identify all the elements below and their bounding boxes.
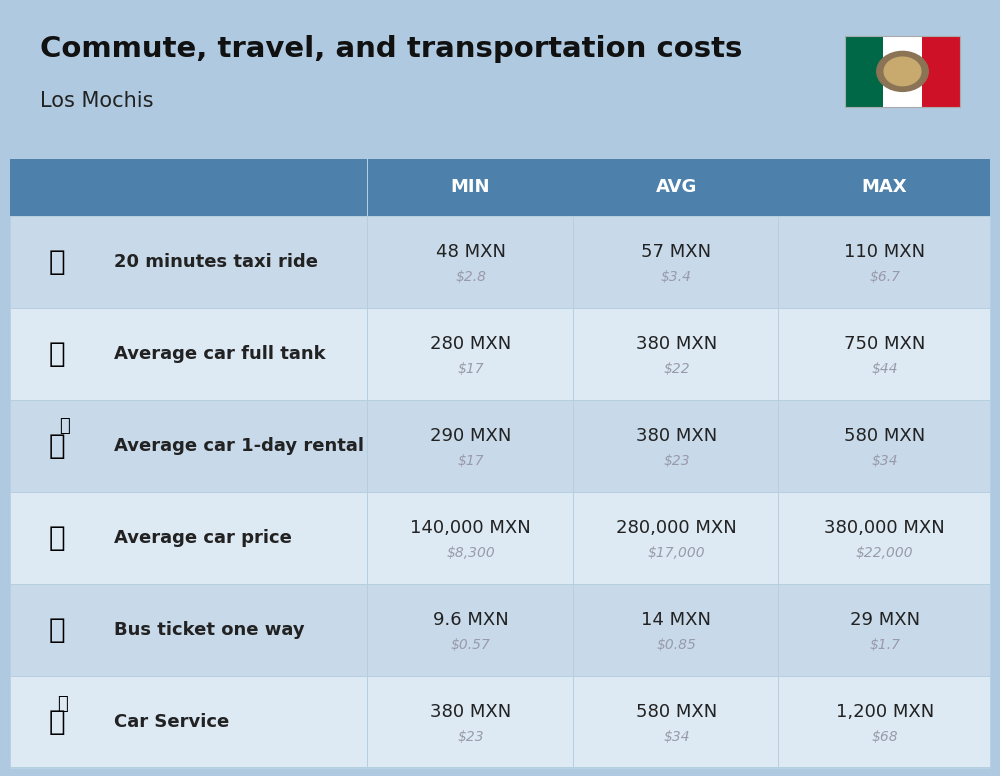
Text: 57 MXN: 57 MXN [641, 243, 711, 261]
Text: Average car 1-day rental: Average car 1-day rental [114, 437, 364, 455]
Text: $34: $34 [871, 454, 898, 468]
Text: 580 MXN: 580 MXN [636, 703, 717, 721]
Text: 280,000 MXN: 280,000 MXN [616, 519, 737, 537]
Text: $1.7: $1.7 [869, 638, 900, 652]
Text: $34: $34 [663, 730, 690, 744]
Text: 380 MXN: 380 MXN [636, 334, 717, 353]
Text: 29 MXN: 29 MXN [850, 611, 920, 629]
Text: 750 MXN: 750 MXN [844, 334, 925, 353]
Text: $44: $44 [871, 362, 898, 376]
Text: 380 MXN: 380 MXN [430, 703, 511, 721]
Text: 14 MXN: 14 MXN [641, 611, 711, 629]
Text: 280 MXN: 280 MXN [430, 334, 511, 353]
Text: 🚕: 🚕 [48, 248, 65, 275]
Text: $23: $23 [663, 454, 690, 468]
Text: $68: $68 [871, 730, 898, 744]
Text: 🚗: 🚗 [48, 432, 65, 460]
Text: 🚌: 🚌 [48, 616, 65, 644]
Text: Bus ticket one way: Bus ticket one way [114, 621, 304, 639]
Text: Los Mochis: Los Mochis [40, 91, 154, 111]
Text: 380,000 MXN: 380,000 MXN [824, 519, 945, 537]
Text: $8,300: $8,300 [446, 546, 495, 559]
Text: Car Service: Car Service [114, 713, 229, 731]
Text: 580 MXN: 580 MXN [844, 427, 925, 445]
Text: Average car full tank: Average car full tank [114, 345, 325, 363]
Text: $0.85: $0.85 [656, 638, 696, 652]
Text: ⛽: ⛽ [48, 340, 65, 368]
Text: MIN: MIN [451, 178, 490, 196]
Text: Average car price: Average car price [114, 529, 292, 547]
Text: $17: $17 [457, 454, 484, 468]
Text: 📢: 📢 [59, 417, 70, 435]
Text: 1,200 MXN: 1,200 MXN [836, 703, 934, 721]
Text: $0.57: $0.57 [451, 638, 491, 652]
Text: $2.8: $2.8 [455, 269, 486, 283]
Text: $23: $23 [457, 730, 484, 744]
Text: MAX: MAX [862, 178, 907, 196]
Text: $3.4: $3.4 [661, 269, 692, 283]
Text: 290 MXN: 290 MXN [430, 427, 511, 445]
Text: 380 MXN: 380 MXN [636, 427, 717, 445]
Text: AVG: AVG [656, 178, 697, 196]
Text: 9.6 MXN: 9.6 MXN [433, 611, 508, 629]
Text: 🚗: 🚗 [57, 695, 68, 713]
Text: $17: $17 [457, 362, 484, 376]
Text: $17,000: $17,000 [648, 546, 705, 559]
Text: 🔧: 🔧 [48, 708, 65, 736]
Text: 🚘: 🚘 [48, 524, 65, 552]
Text: 140,000 MXN: 140,000 MXN [410, 519, 531, 537]
Text: 110 MXN: 110 MXN [844, 243, 925, 261]
Text: Commute, travel, and transportation costs: Commute, travel, and transportation cost… [40, 35, 742, 63]
Text: 20 minutes taxi ride: 20 minutes taxi ride [114, 253, 318, 271]
Text: $22: $22 [663, 362, 690, 376]
Text: $6.7: $6.7 [869, 269, 900, 283]
Text: $22,000: $22,000 [856, 546, 913, 559]
Text: 48 MXN: 48 MXN [436, 243, 506, 261]
